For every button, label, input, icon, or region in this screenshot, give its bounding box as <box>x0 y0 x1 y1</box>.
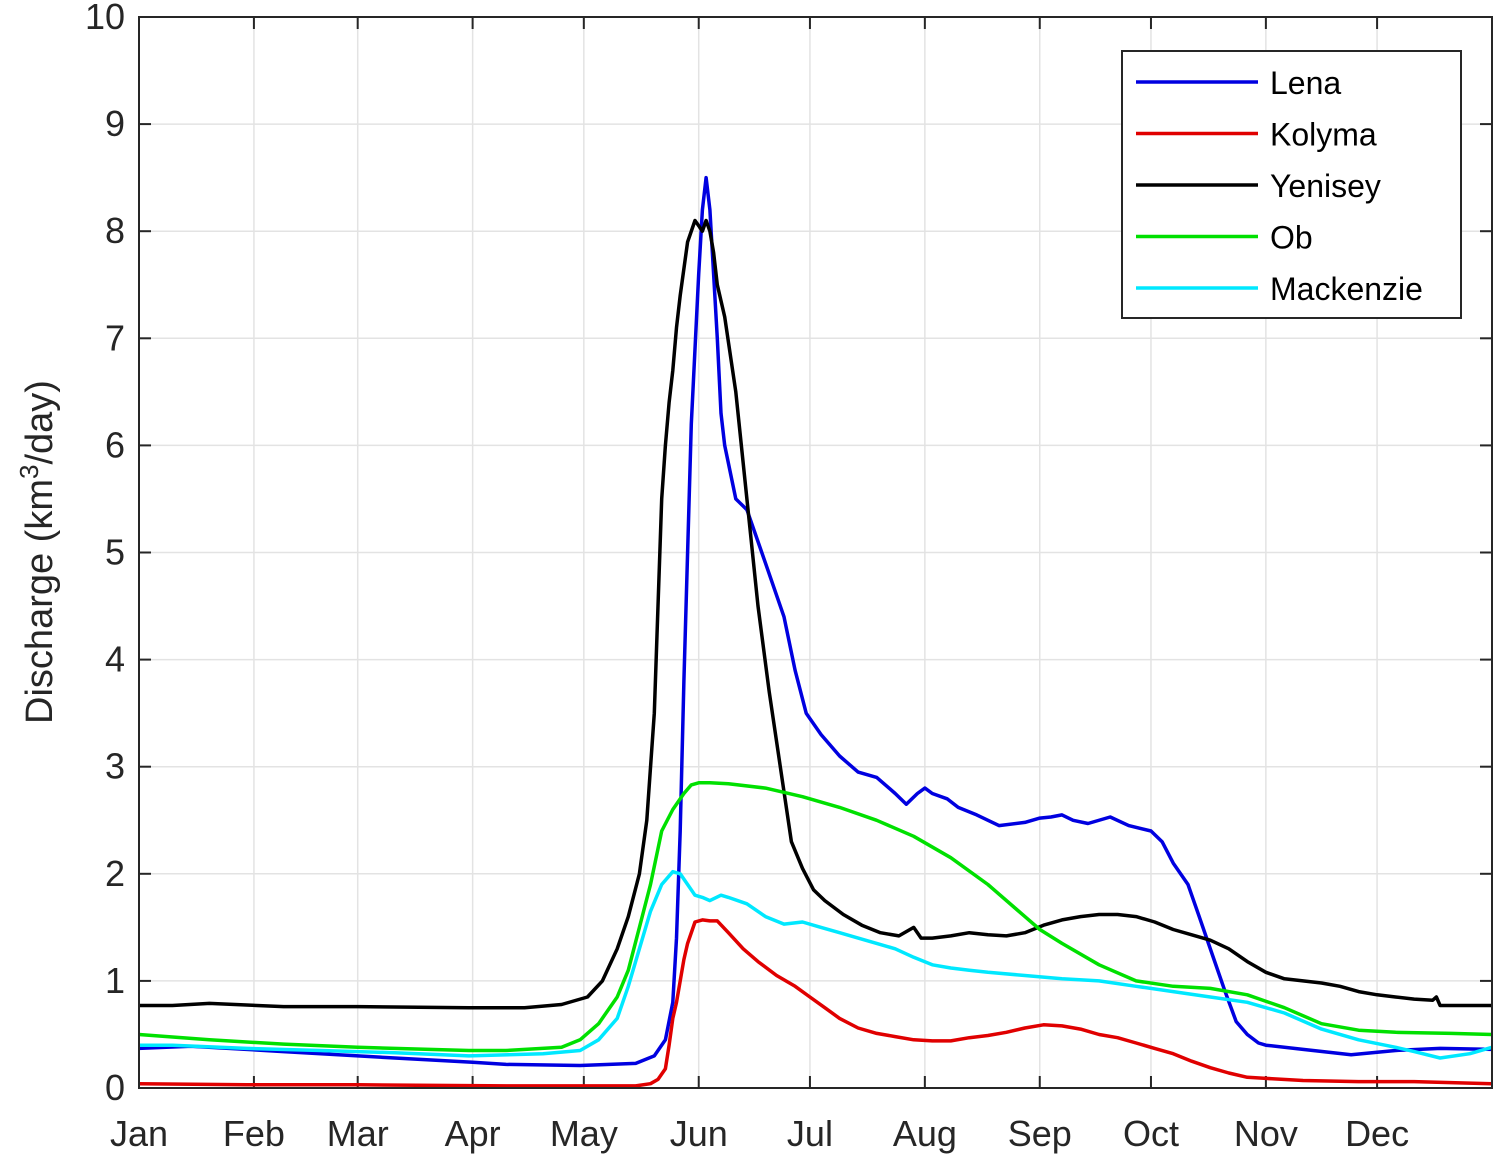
series-line-ob <box>138 781 1493 1053</box>
grid-lines <box>139 17 1492 1088</box>
x-tick-label: Jul <box>787 1113 833 1154</box>
x-tick-label: Aug <box>893 1113 957 1154</box>
y-tick-label: 1 <box>105 960 125 1001</box>
legend-label-lena: Lena <box>1270 65 1341 101</box>
series-line-mackenzie <box>139 869 1493 1060</box>
y-tick-label: 6 <box>105 424 125 465</box>
y-tick-label: 3 <box>105 746 125 787</box>
legend-label-kolyma: Kolyma <box>1270 117 1377 153</box>
y-tick-label: 7 <box>105 317 125 358</box>
y-tick-label: 10 <box>85 0 125 37</box>
tick-labels: 0 1 2 3 4 5 6 7 8 9 10 Jan Feb Mar Apr May Jun Jul Aug Sep O… <box>85 0 1409 1154</box>
x-tick-label: Jan <box>110 1113 168 1154</box>
y-tick-label: 2 <box>105 853 125 894</box>
series-lines <box>138 175 1493 1088</box>
legend-label-yenisey: Yenisey <box>1270 168 1381 204</box>
y-tick-label: 0 <box>105 1067 125 1108</box>
x-tick-label: Sep <box>1008 1113 1072 1154</box>
y-axis-title-tail: /day) <box>19 380 61 464</box>
legend-label-ob: Ob <box>1270 220 1313 256</box>
x-tick-label: Dec <box>1345 1113 1409 1154</box>
y-tick-label: 8 <box>105 210 125 251</box>
x-tick-label: Nov <box>1234 1113 1298 1154</box>
legend-label-mackenzie: Mackenzie <box>1270 271 1423 307</box>
y-tick-label: 5 <box>105 532 125 573</box>
y-axis-title-main: Discharge (km <box>19 479 61 724</box>
y-tick-label: 9 <box>105 103 125 144</box>
x-tick-label: Apr <box>445 1113 501 1154</box>
y-tick-label: 4 <box>105 639 125 680</box>
legend: Lena Kolyma Yenisey Ob Mackenzie <box>1121 50 1462 319</box>
y-axis-title: Discharge (km3/day) <box>14 380 61 724</box>
y-axis-title-superscript: 3 <box>14 465 44 479</box>
x-tick-label: Jun <box>670 1113 728 1154</box>
plot-frame <box>138 16 1493 1089</box>
x-tick-label: May <box>550 1113 618 1154</box>
series-line-lena <box>138 175 1493 1068</box>
series-line-kolyma <box>138 918 1493 1088</box>
x-tick-label: Oct <box>1123 1113 1179 1154</box>
x-tick-label: Mar <box>327 1113 389 1154</box>
series-line-yenisey <box>139 218 1492 1010</box>
x-tick-label: Feb <box>223 1113 285 1154</box>
tick-marks <box>138 16 1492 1089</box>
